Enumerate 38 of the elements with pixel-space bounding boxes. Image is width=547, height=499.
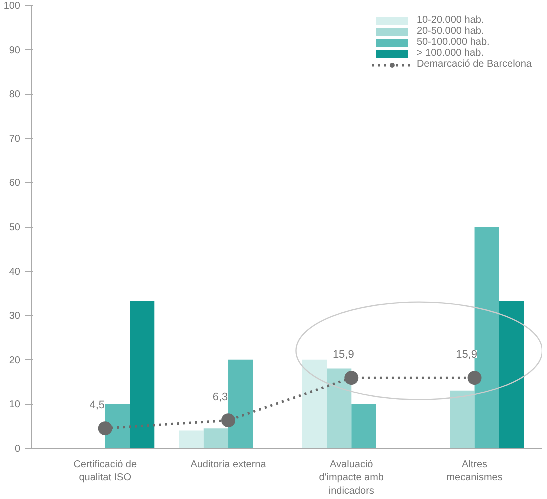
y-tick-label: 30 <box>9 311 21 322</box>
x-tick-label: Auditoria externa <box>190 460 267 470</box>
x-tick-label: Avaluació d'impacte amb indicadors <box>319 460 384 497</box>
point <box>468 371 482 386</box>
y-tick-label: 20 <box>9 355 21 366</box>
data-label: 6,3 <box>212 392 228 404</box>
y-tick-label: 0 <box>14 444 21 455</box>
bar <box>179 430 204 448</box>
data-label: 4,5 <box>90 400 106 412</box>
y-tick-label: 70 <box>9 134 21 145</box>
legend-label: Demarcació de Barcelona <box>416 59 532 70</box>
point <box>344 371 359 386</box>
legend-label: 10-20.000 hab. <box>416 15 484 26</box>
legend-label: > 100.000 hab. <box>416 48 484 59</box>
legend-label: 20-50.000 hab. <box>416 26 484 37</box>
bar <box>450 390 475 448</box>
y-tick-label: 90 <box>9 45 21 56</box>
data-label: 15,9 <box>456 349 478 362</box>
x-tick-label: Certificació de qualitat ISO <box>74 460 138 484</box>
data-label: 15,9 <box>332 349 354 362</box>
point <box>222 414 236 428</box>
bar <box>130 300 155 448</box>
x-tick-label: Altres mecanismes <box>446 460 503 484</box>
bar <box>352 404 376 448</box>
y-tick-label: 60 <box>9 178 21 190</box>
y-tick-label: 50 <box>9 222 21 234</box>
bar <box>105 404 130 448</box>
point <box>98 422 112 436</box>
y-tick-label: 100 <box>4 1 21 12</box>
bar <box>228 360 254 448</box>
bar <box>204 428 229 448</box>
bar <box>327 368 352 448</box>
y-tick-label: 10 <box>9 400 21 411</box>
bar <box>302 360 328 448</box>
y-tick-label: 40 <box>9 266 21 278</box>
y-tick-label: 80 <box>9 90 21 101</box>
legend-label: 50-100.000 hab. <box>416 37 490 48</box>
bar <box>499 300 524 448</box>
